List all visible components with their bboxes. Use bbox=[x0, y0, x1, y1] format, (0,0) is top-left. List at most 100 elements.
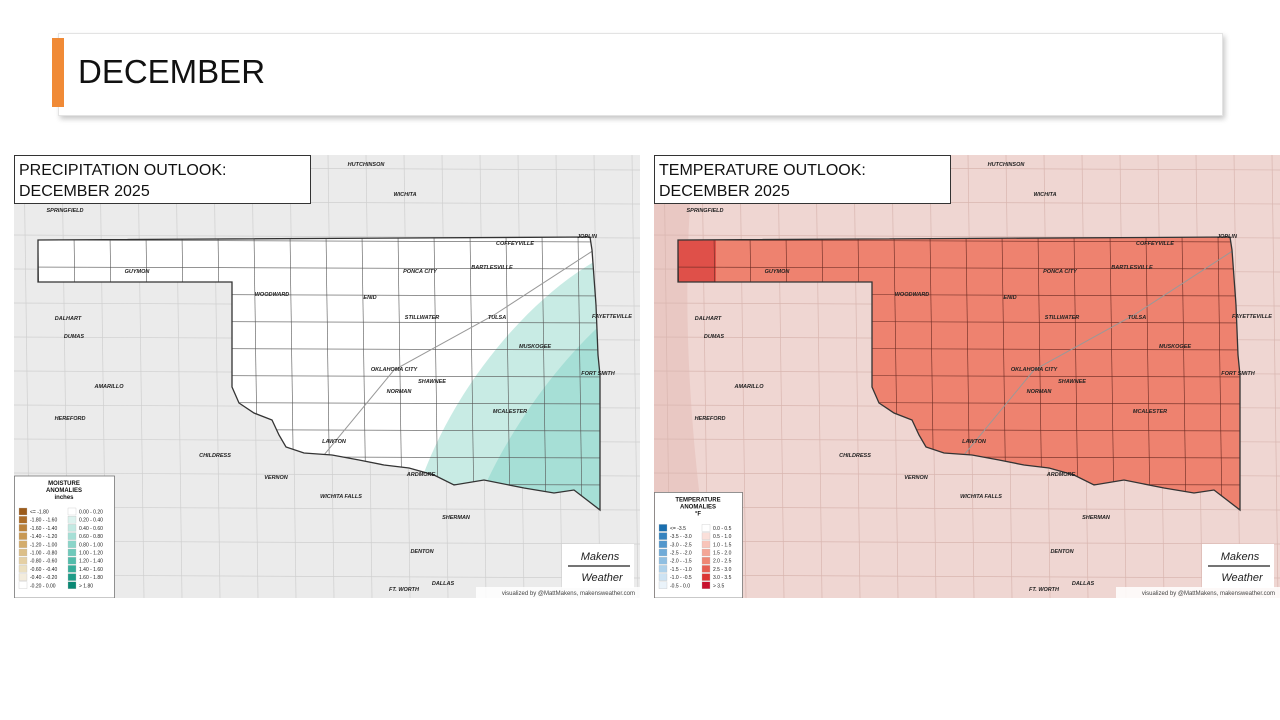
city-label: ARDMORE bbox=[1046, 472, 1076, 478]
legend-swatch bbox=[18, 581, 28, 589]
county-line bbox=[853, 155, 861, 598]
city-label: WOODWARD bbox=[895, 292, 930, 298]
legend-label: -3.0 - -2.5 bbox=[670, 542, 692, 548]
legend-swatch bbox=[67, 532, 77, 540]
legend-swatch bbox=[18, 573, 28, 581]
county bbox=[577, 237, 583, 510]
legend-swatch bbox=[701, 524, 711, 532]
city-label: DUMAS bbox=[64, 334, 84, 340]
city-label: BARTLESVILLE bbox=[471, 265, 513, 271]
city-label: WICHITA bbox=[1033, 192, 1056, 198]
city-label: PONCA CITY bbox=[403, 269, 438, 275]
legend-swatch bbox=[67, 565, 77, 573]
city-label: ARDMORE bbox=[406, 472, 436, 478]
legend-swatch bbox=[18, 516, 28, 524]
legend-label: -0.20 - 0.00 bbox=[30, 583, 56, 589]
county bbox=[678, 239, 1240, 243]
legend-label: > 3.5 bbox=[713, 583, 724, 589]
city-label: PONCA CITY bbox=[1043, 269, 1078, 275]
slide-title: DECEMBER bbox=[78, 53, 266, 90]
city-label: FAYETTEVILLE bbox=[1232, 314, 1272, 320]
city-label: DENTON bbox=[1050, 549, 1074, 555]
county-line bbox=[14, 506, 640, 511]
legend-label: 0.60 - 0.80 bbox=[79, 534, 103, 540]
legend-label: 0.20 - 0.40 bbox=[79, 518, 103, 524]
logo-text: Makens bbox=[1221, 551, 1260, 563]
county-line bbox=[14, 540, 640, 545]
map-canvas: HUTCHINSON WICHITA SPRINGFIELD COFFEYVILLE J… bbox=[14, 155, 640, 598]
map-title: TEMPERATURE OUTLOOK: bbox=[659, 162, 866, 179]
legend-label: 3.0 - 3.5 bbox=[713, 575, 732, 581]
city-label: GUYMON bbox=[765, 269, 791, 275]
county-line bbox=[654, 574, 1280, 579]
city-label: DENTON bbox=[410, 549, 434, 555]
city-label: DALLAS bbox=[432, 581, 455, 587]
city-label: JOPLIN bbox=[1217, 234, 1238, 240]
city-label: HUTCHINSON bbox=[988, 162, 1026, 168]
legend-label: -2.0 - -1.5 bbox=[670, 559, 692, 565]
legend-swatch bbox=[18, 540, 28, 548]
legend-label: 0.5 - 1.0 bbox=[713, 534, 732, 540]
legend-label: 1.5 - 2.0 bbox=[713, 551, 732, 557]
city-label: MCALESTER bbox=[493, 409, 527, 415]
temperature-map: HUTCHINSON WICHITA SPRINGFIELD COFFEYVILLE J… bbox=[654, 155, 1280, 598]
legend-label: -1.0 - -0.5 bbox=[670, 575, 692, 581]
city-label: SHAWNEE bbox=[1058, 379, 1086, 385]
legend-label: -3.5 - -3.0 bbox=[670, 534, 692, 540]
legend-label: -1.80 - -1.60 bbox=[30, 518, 57, 524]
legend-box bbox=[654, 492, 743, 598]
county-line bbox=[739, 155, 747, 598]
credit: visualized by @MattMakens, makensweather… bbox=[502, 591, 635, 597]
county bbox=[505, 237, 511, 510]
map-canvas: HUTCHINSON WICHITA SPRINGFIELD COFFEYVILLE J… bbox=[654, 155, 1280, 598]
county bbox=[38, 239, 600, 243]
map-title: PRECIPITATION OUTLOOK: bbox=[19, 162, 226, 179]
city-label: FAYETTEVILLE bbox=[592, 314, 632, 320]
wet-core bbox=[460, 276, 600, 510]
city-label: LAWTON bbox=[322, 439, 347, 445]
legend-label: <= -1.80 bbox=[30, 510, 49, 516]
county bbox=[1109, 237, 1115, 510]
county-line bbox=[1271, 155, 1279, 598]
legend-label: -1.00 - -0.80 bbox=[30, 551, 57, 557]
credit-box bbox=[476, 587, 640, 598]
legend-swatch bbox=[67, 557, 77, 565]
legend-label: -1.20 - -1.00 bbox=[30, 542, 57, 548]
legend-swatch bbox=[18, 507, 28, 516]
city-label: FORT SMITH bbox=[581, 371, 616, 377]
city-label: VERNON bbox=[904, 475, 929, 481]
city-label: JOPLIN bbox=[577, 234, 598, 240]
legend-label: 1.40 - 1.60 bbox=[79, 567, 103, 573]
city-label: CHILDRESS bbox=[839, 453, 871, 459]
city-label: COFFEYVILLE bbox=[1136, 241, 1174, 247]
legend-swatch bbox=[701, 540, 711, 548]
city-label: SPRINGFIELD bbox=[47, 208, 84, 214]
legend-swatch bbox=[658, 548, 668, 557]
county-line bbox=[14, 574, 640, 579]
legend-label: 0.40 - 0.60 bbox=[79, 526, 103, 532]
legend-swatch bbox=[18, 557, 28, 565]
city-label: SHAWNEE bbox=[418, 379, 446, 385]
credit-box bbox=[1116, 587, 1280, 598]
legend-label: 0.0 - 0.5 bbox=[713, 526, 732, 532]
legend-swatch bbox=[18, 532, 28, 540]
legend-swatch bbox=[67, 581, 77, 589]
legend-swatch bbox=[658, 540, 668, 548]
legend-title: TEMPERATURE bbox=[675, 497, 720, 503]
legend-label: -0.60 - -0.40 bbox=[30, 567, 57, 573]
legend-swatch bbox=[67, 524, 77, 532]
city-label: AMARILLO bbox=[733, 384, 764, 390]
city-label: WOODWARD bbox=[255, 292, 290, 298]
city-label: NORMAN bbox=[1027, 389, 1053, 395]
city-label: ENID bbox=[363, 295, 376, 301]
header-box bbox=[58, 33, 1223, 116]
city-label: DALHART bbox=[55, 316, 82, 322]
title-box bbox=[14, 155, 311, 204]
city-label: DUMAS bbox=[704, 334, 724, 340]
city-label: LAWTON bbox=[962, 439, 987, 445]
legend-label: -0.80 - -0.60 bbox=[30, 559, 57, 565]
legend-swatch bbox=[67, 516, 77, 524]
county-line bbox=[654, 540, 1280, 545]
legend-title: MOISTURE bbox=[48, 481, 80, 487]
legend-title: ANOMALIES bbox=[680, 504, 716, 510]
